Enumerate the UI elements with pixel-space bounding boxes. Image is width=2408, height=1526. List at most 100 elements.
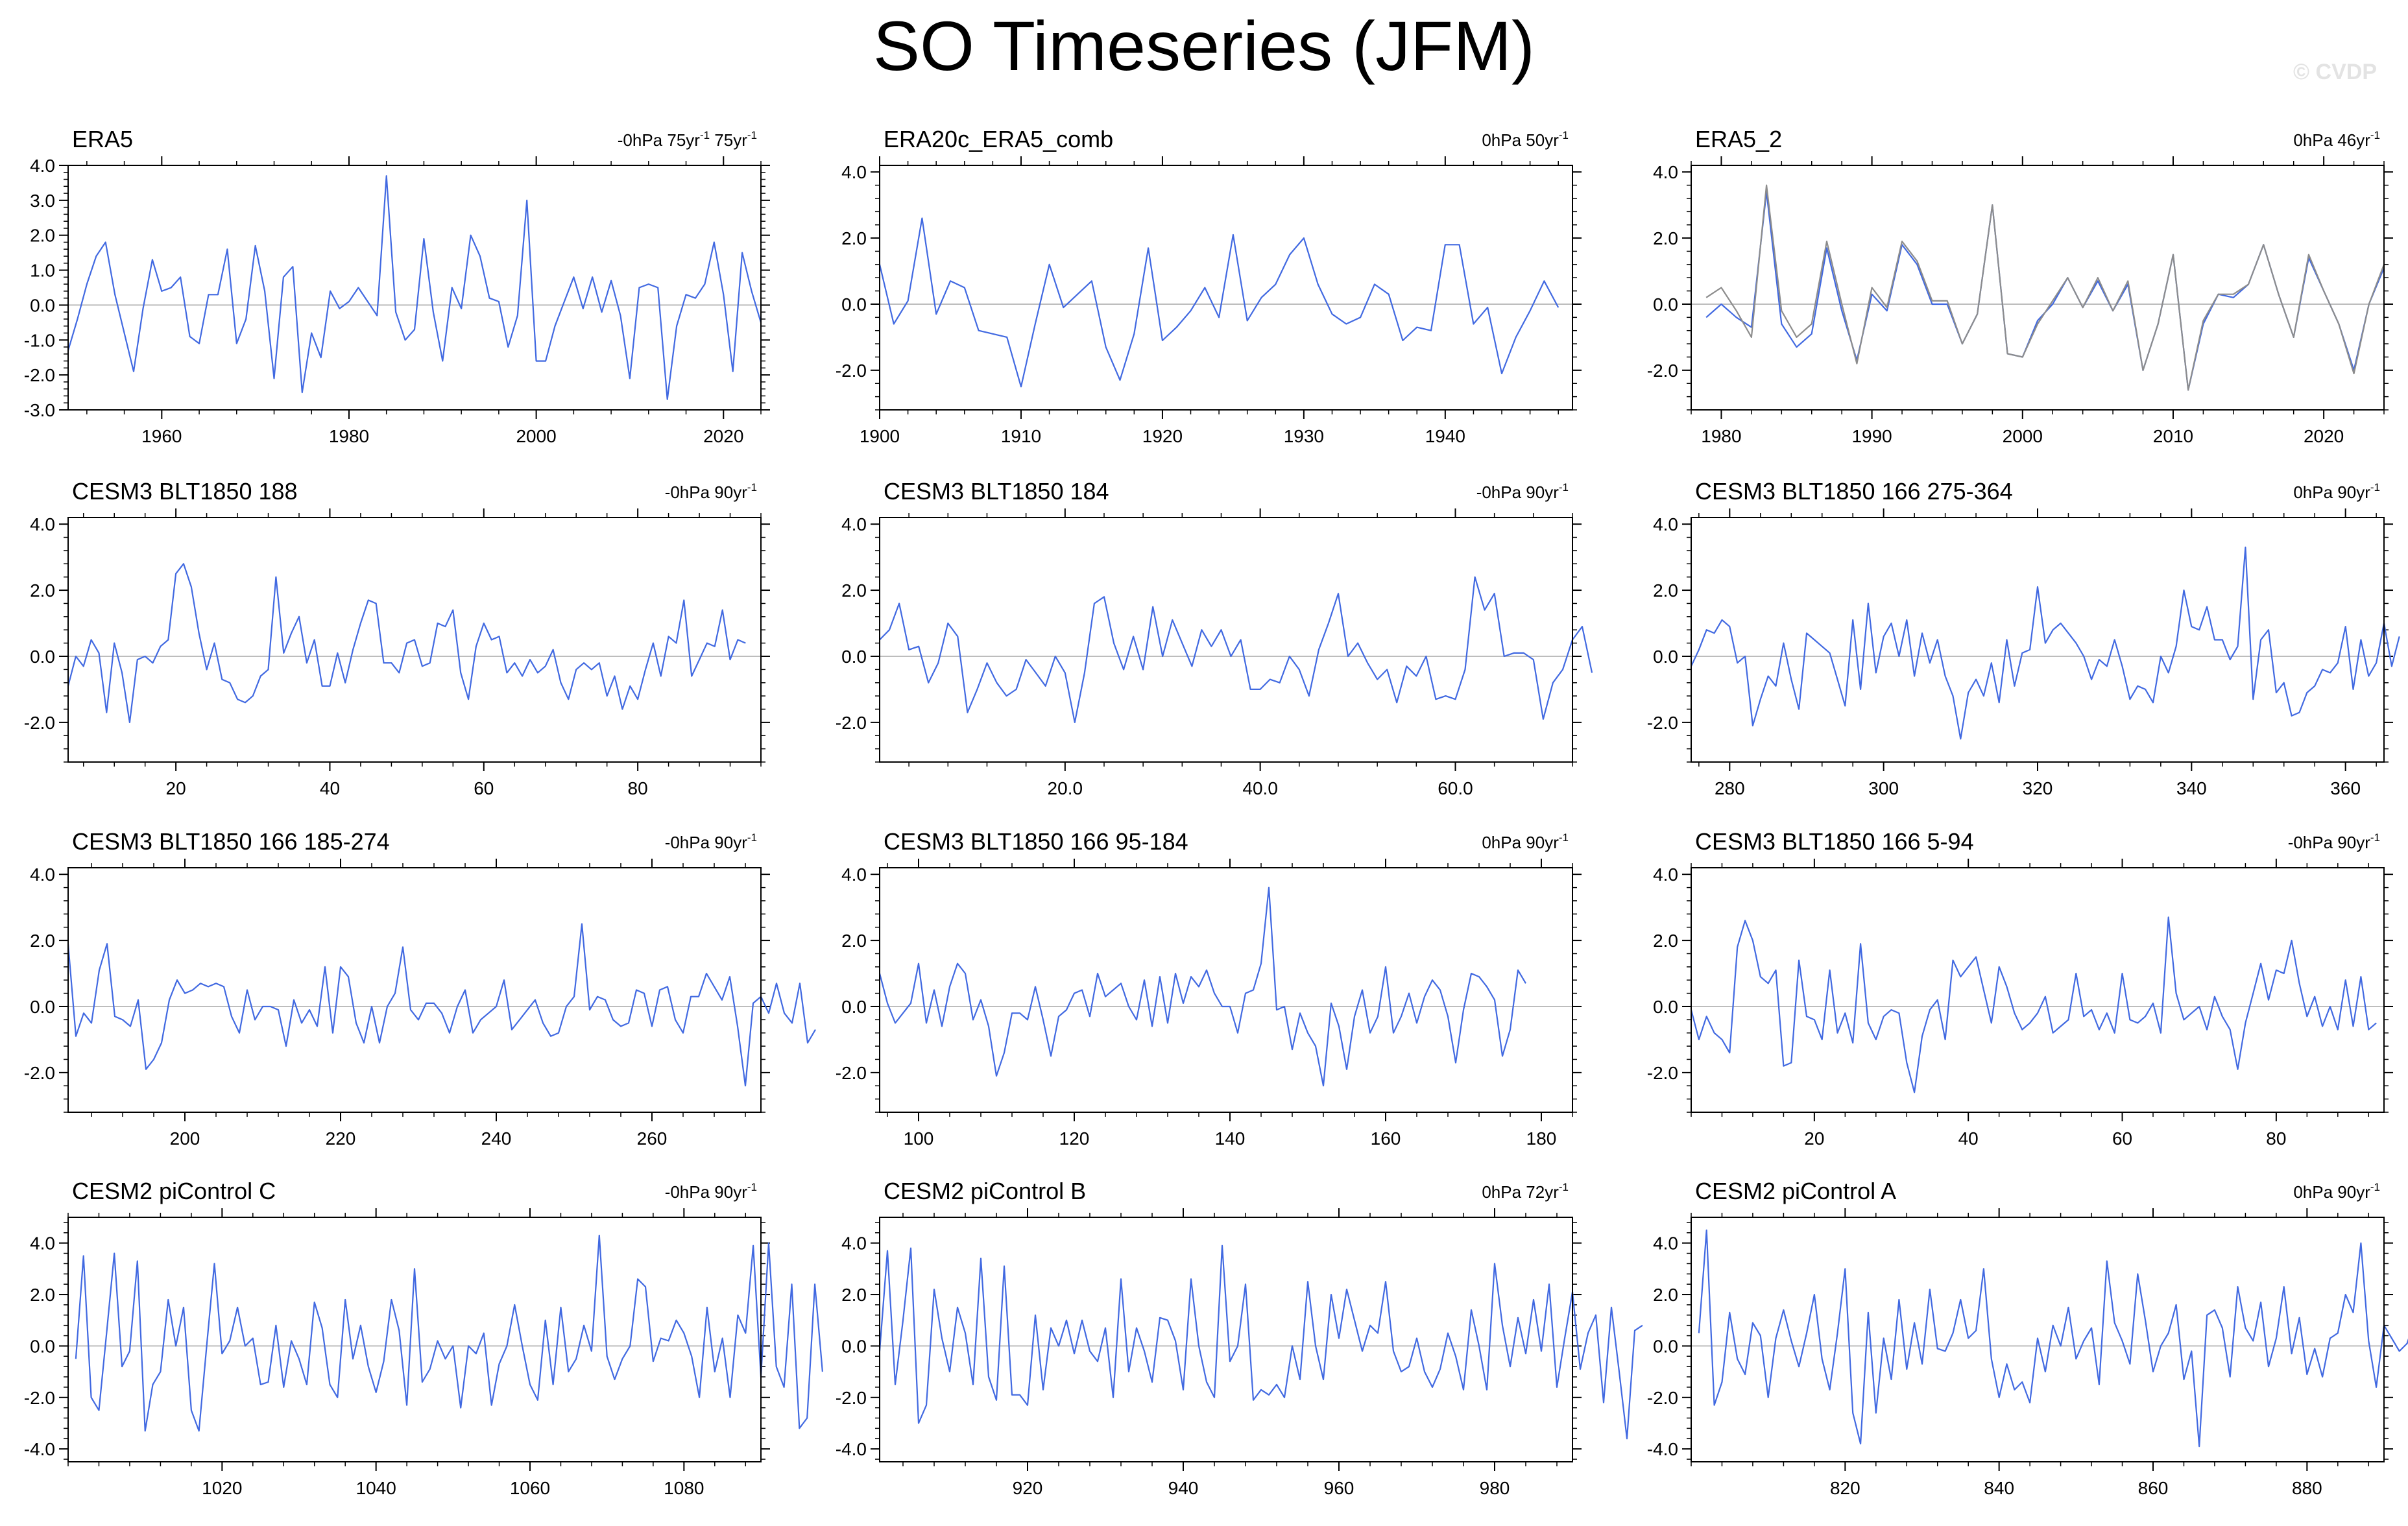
x-tick-label: 1910 bbox=[1001, 426, 1041, 446]
annotation-prefix: -0hPa bbox=[665, 1182, 715, 1202]
annotation-exponent: -1 bbox=[1559, 1181, 1569, 1193]
x-tick-label: 2010 bbox=[2153, 426, 2193, 446]
annotation-trend: 90yr bbox=[714, 833, 747, 852]
series-line-0 bbox=[1691, 546, 2400, 740]
annotation-exponent: -1 bbox=[747, 129, 757, 141]
y-tick-label: -2.0 bbox=[1647, 1063, 1678, 1083]
plot-frame bbox=[67, 165, 762, 411]
y-tick-label: 4.0 bbox=[1653, 864, 1678, 885]
x-tick-label: 120 bbox=[1059, 1128, 1090, 1149]
y-tick-label: -1.0 bbox=[24, 330, 55, 350]
panel-annotation: 0hPa 90yr-1​ bbox=[1482, 831, 1569, 852]
x-tick-label: 840 bbox=[1984, 1478, 2014, 1498]
x-tick-label: 20 bbox=[1804, 1128, 1824, 1149]
x-tick-label: 320 bbox=[2023, 778, 2053, 798]
x-tick-label: 360 bbox=[2330, 778, 2361, 798]
y-tick-label: 0.0 bbox=[841, 997, 867, 1017]
x-tick-label: 160 bbox=[1371, 1128, 1401, 1149]
annotation-trend: 90yr bbox=[2337, 483, 2370, 502]
page-title: SO Timeseries (JFM) bbox=[873, 6, 1535, 85]
series-line-0 bbox=[75, 1234, 823, 1432]
x-tick-label: 100 bbox=[904, 1128, 934, 1149]
x-tick-label: 1990 bbox=[1851, 426, 1892, 446]
x-tick-label: 940 bbox=[1168, 1478, 1199, 1498]
x-tick-label: 860 bbox=[2138, 1478, 2169, 1498]
x-tick-label: 280 bbox=[1715, 778, 1745, 798]
plot-frame bbox=[1691, 1217, 2385, 1462]
x-tick-label: 180 bbox=[1526, 1128, 1557, 1149]
y-tick-label: 2.0 bbox=[30, 931, 55, 951]
x-tick-label: 820 bbox=[1830, 1478, 1860, 1498]
panel-annotation: -0hPa 90yr-1​ bbox=[665, 1181, 757, 1202]
annotation-trend: 75yr bbox=[667, 130, 700, 150]
panel-8: CESM3 BLT1850 166 5-94 -0hPa 90yr-1​ -2.0 0… bbox=[1647, 828, 2393, 1149]
panel-annotation: -0hPa 90yr-1​ bbox=[665, 481, 757, 502]
x-tick-label: 1920 bbox=[1142, 426, 1183, 446]
y-tick-label: -4.0 bbox=[1647, 1439, 1678, 1459]
y-tick-label: 2.0 bbox=[1653, 1285, 1678, 1305]
annotation-trend: 90yr bbox=[1526, 483, 1559, 502]
series-line-1 bbox=[1705, 184, 2385, 391]
y-tick-label: 4.0 bbox=[30, 514, 55, 534]
panel-2: ERA5_2 0hPa 46yr-1​ -2.0 0.0 2.0 4.0 1980 1990 2… bbox=[1647, 126, 2393, 446]
panel-title: CESM2 piControl C bbox=[72, 1178, 276, 1204]
plot-frame bbox=[879, 1217, 1573, 1462]
x-tick-label: 1040 bbox=[356, 1478, 396, 1498]
x-tick-label: 40 bbox=[320, 778, 340, 798]
panel-annotation: -0hPa 90yr-1​ bbox=[2288, 831, 2380, 852]
x-tick-label: 80 bbox=[2266, 1128, 2286, 1149]
annotation-prefix: -0hPa bbox=[1476, 483, 1526, 502]
panel-annotation: 0hPa 50yr-1​ bbox=[1482, 129, 1569, 150]
plot-frame bbox=[67, 1217, 762, 1462]
annotation-exponent: -1 bbox=[2370, 1181, 2380, 1193]
panel-annotation: 0hPa 90yr-1​ bbox=[2293, 481, 2380, 502]
y-tick-label: 4.0 bbox=[841, 864, 867, 885]
annotation-prefix: 0hPa bbox=[1482, 130, 1526, 150]
panel-7: CESM3 BLT1850 166 95-184 0hPa 90yr-1​ -2.0… bbox=[836, 828, 1582, 1149]
y-tick-label: 4.0 bbox=[841, 514, 867, 534]
x-tick-label: 2020 bbox=[2304, 426, 2344, 446]
annotation-prefix: 0hPa bbox=[2293, 130, 2337, 150]
x-tick-label: 1020 bbox=[202, 1478, 242, 1498]
y-tick-label: -4.0 bbox=[24, 1439, 55, 1459]
y-tick-label: 0.0 bbox=[841, 1336, 867, 1356]
panel-title: ERA20c_ERA5_comb bbox=[884, 126, 1113, 152]
x-tick-label: 2020 bbox=[703, 426, 743, 446]
y-tick-label: 2.0 bbox=[1653, 228, 1678, 248]
panel-title: CESM3 BLT1850 166 95-184 bbox=[884, 828, 1188, 855]
annotation-prefix: -0hPa bbox=[665, 833, 715, 852]
panel-title: ERA5 bbox=[72, 126, 133, 152]
annotation-prefix: 0hPa bbox=[1482, 833, 1526, 852]
y-tick-label: 0.0 bbox=[841, 294, 867, 315]
y-tick-label: 0.0 bbox=[1653, 1336, 1678, 1356]
annotation-prefix: -0hPa bbox=[618, 130, 668, 150]
annotation-exponent: -1 bbox=[1559, 831, 1569, 844]
y-tick-label: 0.0 bbox=[30, 997, 55, 1017]
y-tick-label: 4.0 bbox=[1653, 514, 1678, 534]
x-tick-label: 1960 bbox=[141, 426, 182, 446]
y-tick-label: 4.0 bbox=[1653, 162, 1678, 182]
series-line-0 bbox=[1705, 191, 2385, 391]
annotation-exponent: -1 bbox=[2370, 129, 2380, 141]
annotation-exponent: -1 bbox=[747, 1181, 757, 1193]
panel-5: CESM3 BLT1850 166 275-364 0hPa 90yr-1​ -2.… bbox=[1647, 478, 2400, 798]
annotation-prefix: -0hPa bbox=[2288, 833, 2338, 852]
annotation-exponent: -1 bbox=[1559, 129, 1569, 141]
x-tick-label: 60.0 bbox=[1438, 778, 1473, 798]
x-tick-label: 40 bbox=[1958, 1128, 1979, 1149]
y-tick-label: 4.0 bbox=[30, 1234, 55, 1254]
annotation-trend: 90yr bbox=[1526, 833, 1559, 852]
x-tick-label: 20.0 bbox=[1048, 778, 1083, 798]
y-tick-label: -2.0 bbox=[24, 365, 55, 385]
annotation-exponent: -1 bbox=[700, 129, 710, 141]
annotation-prefix: 0hPa bbox=[2293, 1182, 2337, 1202]
x-tick-label: 2000 bbox=[516, 426, 556, 446]
x-tick-label: 1980 bbox=[329, 426, 369, 446]
y-tick-label: 4.0 bbox=[1653, 1234, 1678, 1254]
y-tick-label: 2.0 bbox=[30, 226, 55, 246]
y-tick-label: 2.0 bbox=[841, 580, 867, 601]
y-tick-label: -2.0 bbox=[836, 713, 867, 733]
x-tick-label: 20 bbox=[166, 778, 186, 798]
series-line-0 bbox=[878, 217, 1559, 388]
y-tick-label: 2.0 bbox=[30, 580, 55, 601]
